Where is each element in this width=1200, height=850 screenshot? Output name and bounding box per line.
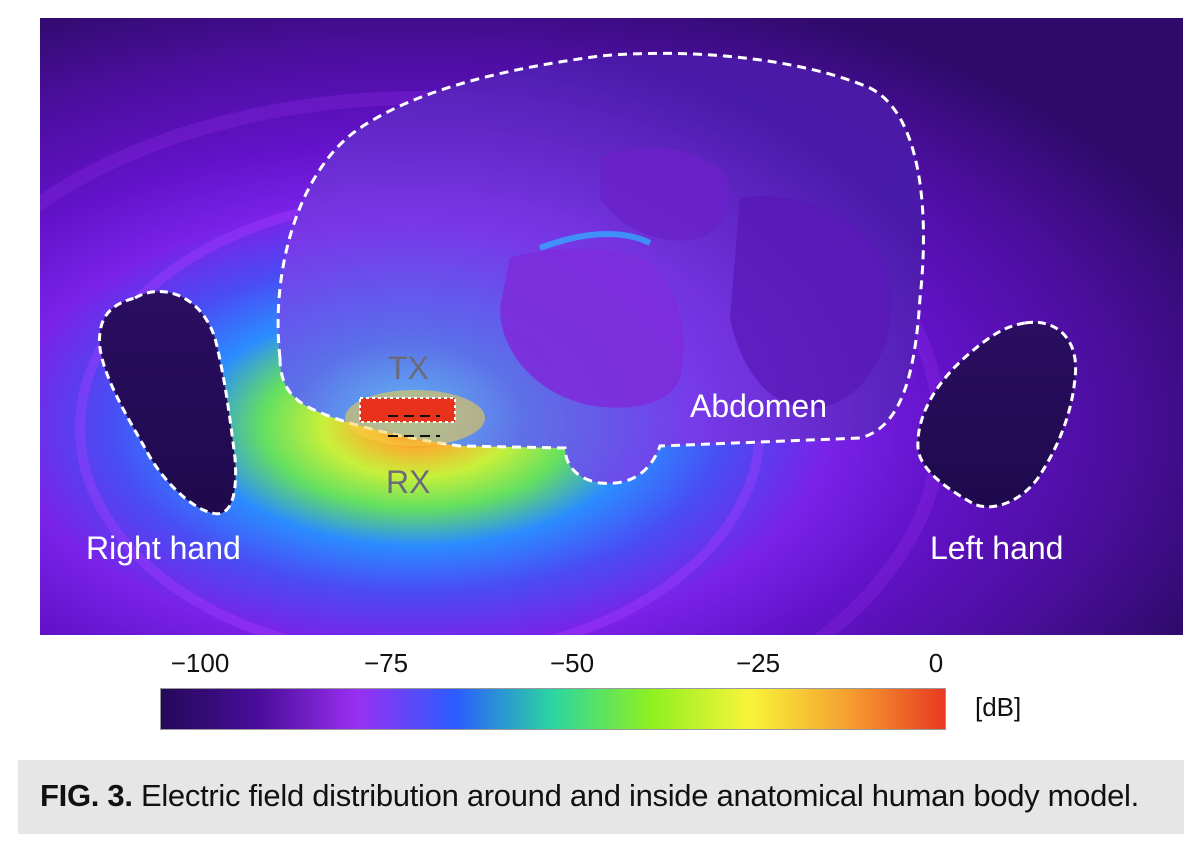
colorbar-gradient <box>160 688 946 730</box>
abdomen-outline <box>276 51 925 485</box>
left-hand-outline <box>916 320 1078 509</box>
caption-text: Electric field distribution around and i… <box>132 778 1139 813</box>
right-hand-outline <box>97 290 238 516</box>
organ-structure <box>500 248 684 408</box>
field-distribution-image: TX RX Abdomen Right hand Left hand <box>40 18 1183 635</box>
tx-label: TX <box>388 350 429 386</box>
rx-label: RX <box>386 464 431 500</box>
figure-caption: FIG. 3. Electric field distribution arou… <box>40 778 1139 814</box>
abdomen-label: Abdomen <box>690 388 827 424</box>
colorbar-unit: [dB] <box>975 692 1022 722</box>
figure-caption-box: FIG. 3. Electric field distribution arou… <box>18 760 1184 834</box>
organ-structure <box>600 147 731 241</box>
right-hand-region <box>99 291 236 514</box>
organ-structure <box>730 196 892 409</box>
left-hand-label: Left hand <box>930 530 1064 566</box>
colorbar-legend: −100 −75 −50 −25 0 [dB] <box>160 648 1040 738</box>
right-hand-label: Right hand <box>86 530 241 566</box>
caption-label: FIG. 3. <box>40 778 133 813</box>
left-hand-region <box>917 322 1076 507</box>
tx-antenna <box>360 398 455 422</box>
colorbar-tick: −50 <box>549 648 595 678</box>
colorbar-tick: −25 <box>735 648 781 678</box>
field-map-svg <box>40 18 1183 635</box>
colorbar-tick: −100 <box>170 648 230 678</box>
colorbar-tick: −75 <box>363 648 409 678</box>
colorbar-tick: 0 <box>928 648 944 678</box>
